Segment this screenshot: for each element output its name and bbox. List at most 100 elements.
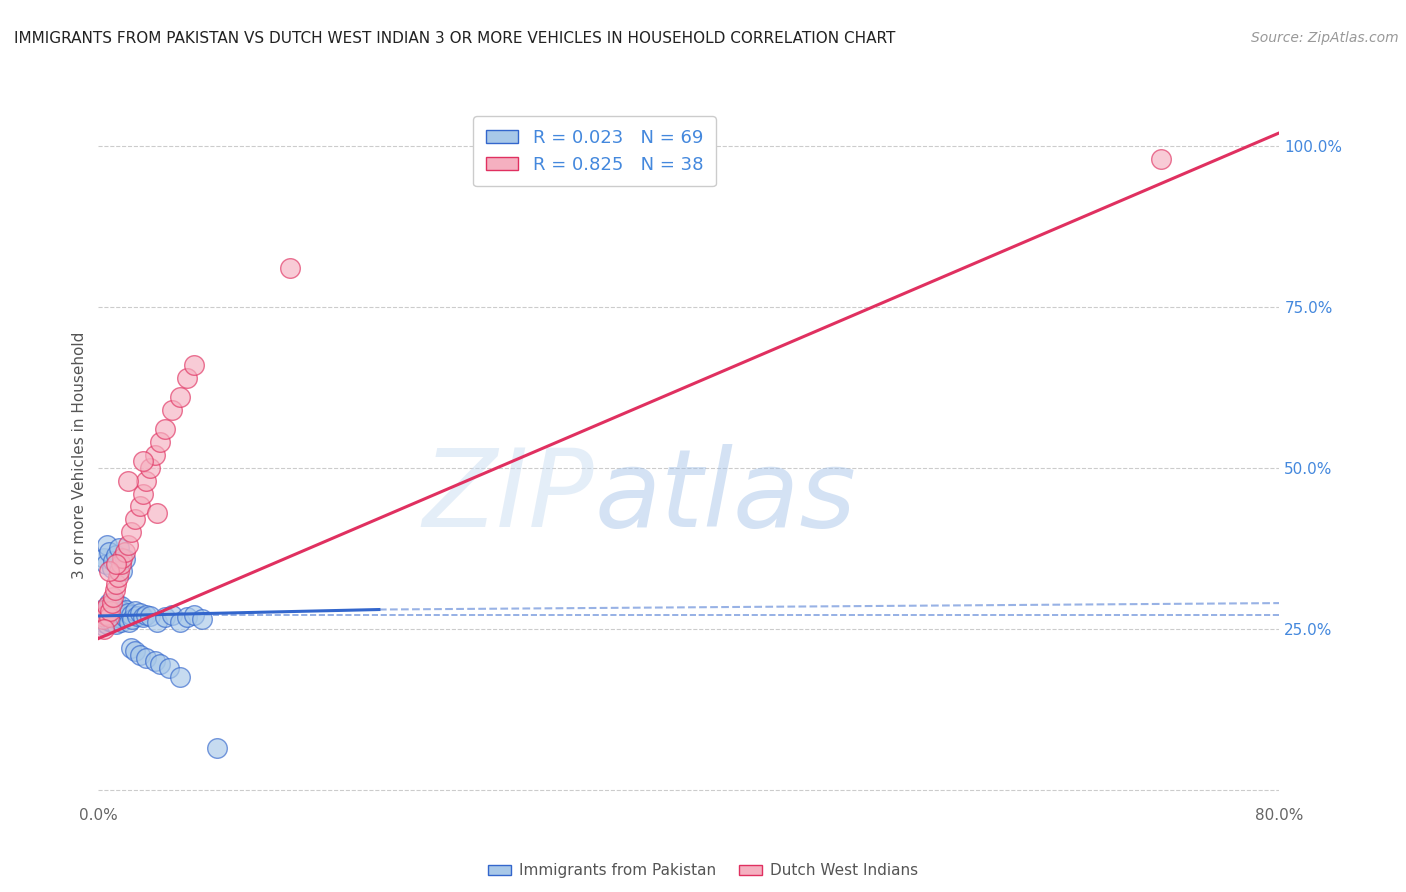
Point [280,261,302,276]
Point [105,576,128,591]
Point [114,552,136,566]
Point [107,607,129,622]
Point [117,474,139,488]
Point [112,607,135,622]
Point [93,622,115,636]
Point [105,558,128,572]
Point [108,541,131,556]
Point [149,657,172,672]
Point [107,570,129,584]
Point [132,454,155,468]
Text: ZIP: ZIP [423,444,595,549]
Point [169,615,191,630]
Point [128,500,150,514]
Point [91,606,114,620]
Point [96,538,118,552]
Point [97,596,120,610]
Point [94,558,117,572]
Point [149,435,172,450]
Point [135,607,157,622]
Point [132,486,155,500]
Point [105,596,128,610]
Point [143,654,166,668]
Point [97,544,120,558]
Point [135,651,157,665]
Point [103,590,125,604]
Point [90,615,112,630]
Point [93,551,115,566]
Point [132,610,155,624]
Point [125,609,148,624]
Point [110,615,132,630]
Point [97,614,120,628]
Point [98,604,121,618]
Point [146,615,169,630]
Point [110,599,132,614]
Point [191,612,214,626]
Point [93,618,115,632]
Point [162,607,183,622]
Point [100,606,122,620]
Point [120,525,142,540]
Text: Source: ZipAtlas.com: Source: ZipAtlas.com [1251,31,1399,45]
Point [94,610,117,624]
Point [91,612,114,626]
Point [1150,152,1173,166]
Point [128,648,150,662]
Point [124,644,146,658]
Point [110,558,132,572]
Point [205,741,228,756]
Point [103,610,125,624]
Point [115,602,138,616]
Point [91,612,114,626]
Point [108,564,131,578]
Point [120,607,142,622]
Point [114,544,136,558]
Point [111,551,134,566]
Point [111,564,134,578]
Text: atlas: atlas [595,444,856,549]
Point [108,606,131,620]
Point [100,596,122,610]
Point [118,615,141,630]
Point [96,601,118,615]
Point [97,564,120,578]
Point [183,358,205,372]
Point [139,460,162,475]
Point [103,604,125,618]
Legend: Immigrants from Pakistan, Dutch West Indians: Immigrants from Pakistan, Dutch West Ind… [482,857,924,884]
Point [183,607,205,622]
Point [114,610,136,624]
Point [103,607,125,622]
Point [124,604,146,618]
Point [90,609,112,624]
Text: IMMIGRANTS FROM PAKISTAN VS DUTCH WEST INDIAN 3 OR MORE VEHICLES IN HOUSEHOLD CO: IMMIGRANTS FROM PAKISTAN VS DUTCH WEST I… [14,31,896,46]
Point [93,607,115,622]
Point [96,616,118,631]
Point [93,602,115,616]
Point [121,612,143,626]
Point [94,607,117,622]
Point [94,604,117,618]
Point [97,610,120,624]
Point [104,583,127,598]
Point [143,448,166,462]
Point [128,606,150,620]
Point [89,609,111,624]
Point [153,422,176,436]
Point [153,610,176,624]
Point [103,554,125,568]
Point [104,602,127,616]
Point [146,506,169,520]
Point [117,606,139,620]
Point [96,599,118,614]
Point [98,599,121,614]
Y-axis label: 3 or more Vehicles in Household: 3 or more Vehicles in Household [72,331,87,579]
Point [139,609,162,624]
Point [111,604,134,618]
Point [98,609,121,624]
Point [176,610,198,624]
Point [107,610,129,624]
Point [117,538,139,552]
Point [120,641,142,656]
